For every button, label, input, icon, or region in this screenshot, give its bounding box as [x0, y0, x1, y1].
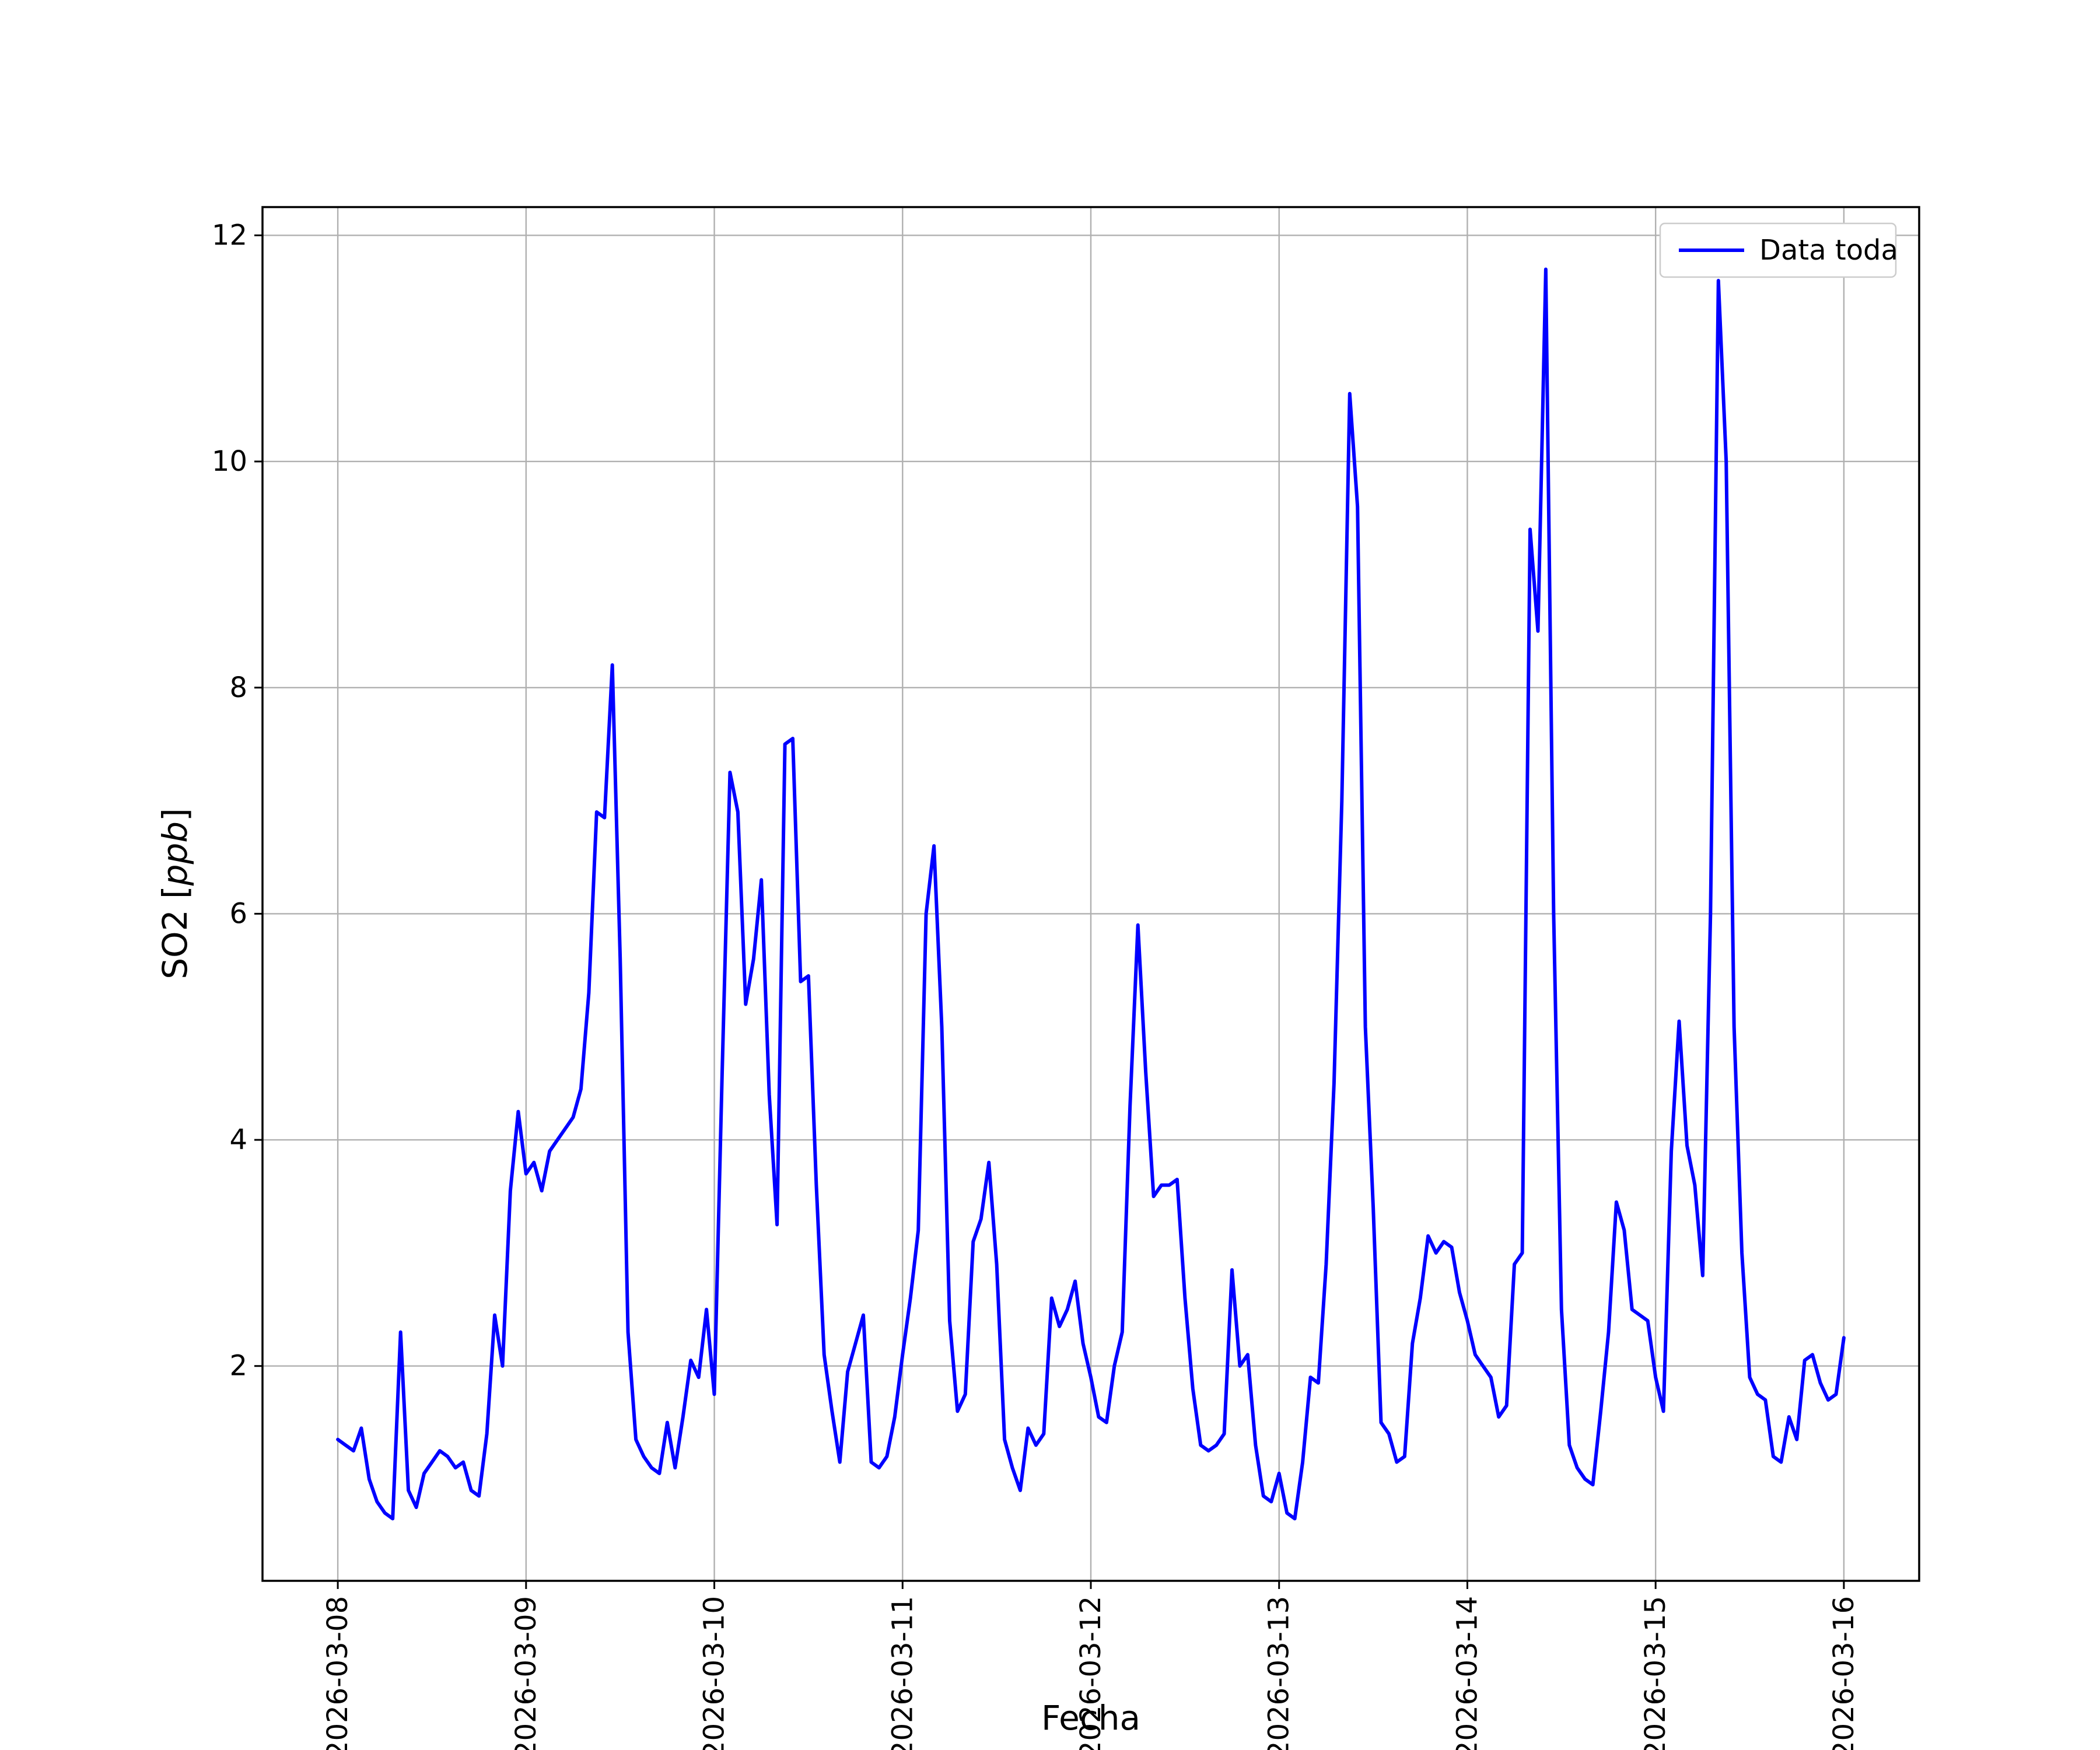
x-axis-ticks: 2026-03-08 2026-03-09 2026-03-10 2026-03-11… — [321, 1581, 1860, 1750]
x-axis-label: Fecha — [1041, 1698, 1140, 1738]
y-tick-label: 8 — [229, 671, 247, 704]
y-axis-label-prefix: SO2 [ — [155, 886, 195, 979]
x-tick-label: 2026-03-11 — [886, 1596, 919, 1750]
y-axis-label: SO2 [ppb] — [155, 808, 195, 979]
x-tick-label: 2026-03-15 — [1639, 1596, 1672, 1750]
y-axis-label-suffix: ] — [155, 808, 195, 821]
x-tick-label: 2026-03-10 — [698, 1596, 731, 1750]
y-tick-label: 10 — [212, 445, 247, 478]
y-tick-label: 4 — [229, 1124, 247, 1156]
legend-box — [1659, 222, 1897, 278]
y-tick-label: 12 — [212, 219, 247, 251]
legend-label: Data toda — [1759, 234, 1898, 267]
x-tick-label: 2026-03-14 — [1451, 1596, 1483, 1750]
y-axis-ticks: 2 4 6 8 10 12 — [212, 219, 262, 1382]
legend[interactable]: Data toda — [1659, 222, 1898, 278]
x-tick-label: 2026-03-12 — [1074, 1596, 1107, 1750]
x-tick-label: 2026-03-16 — [1828, 1596, 1860, 1750]
x-tick-label: 2026-03-13 — [1263, 1596, 1296, 1750]
y-tick-label: 2 — [229, 1350, 247, 1382]
y-axis-label-unit: ppb — [155, 821, 195, 886]
gridlines — [262, 207, 1919, 1581]
x-tick-label: 2026-03-08 — [321, 1596, 354, 1750]
x-tick-label: 2026-03-09 — [510, 1596, 542, 1750]
data-line-series — [336, 267, 1846, 1521]
y-tick-label: 6 — [229, 897, 247, 930]
